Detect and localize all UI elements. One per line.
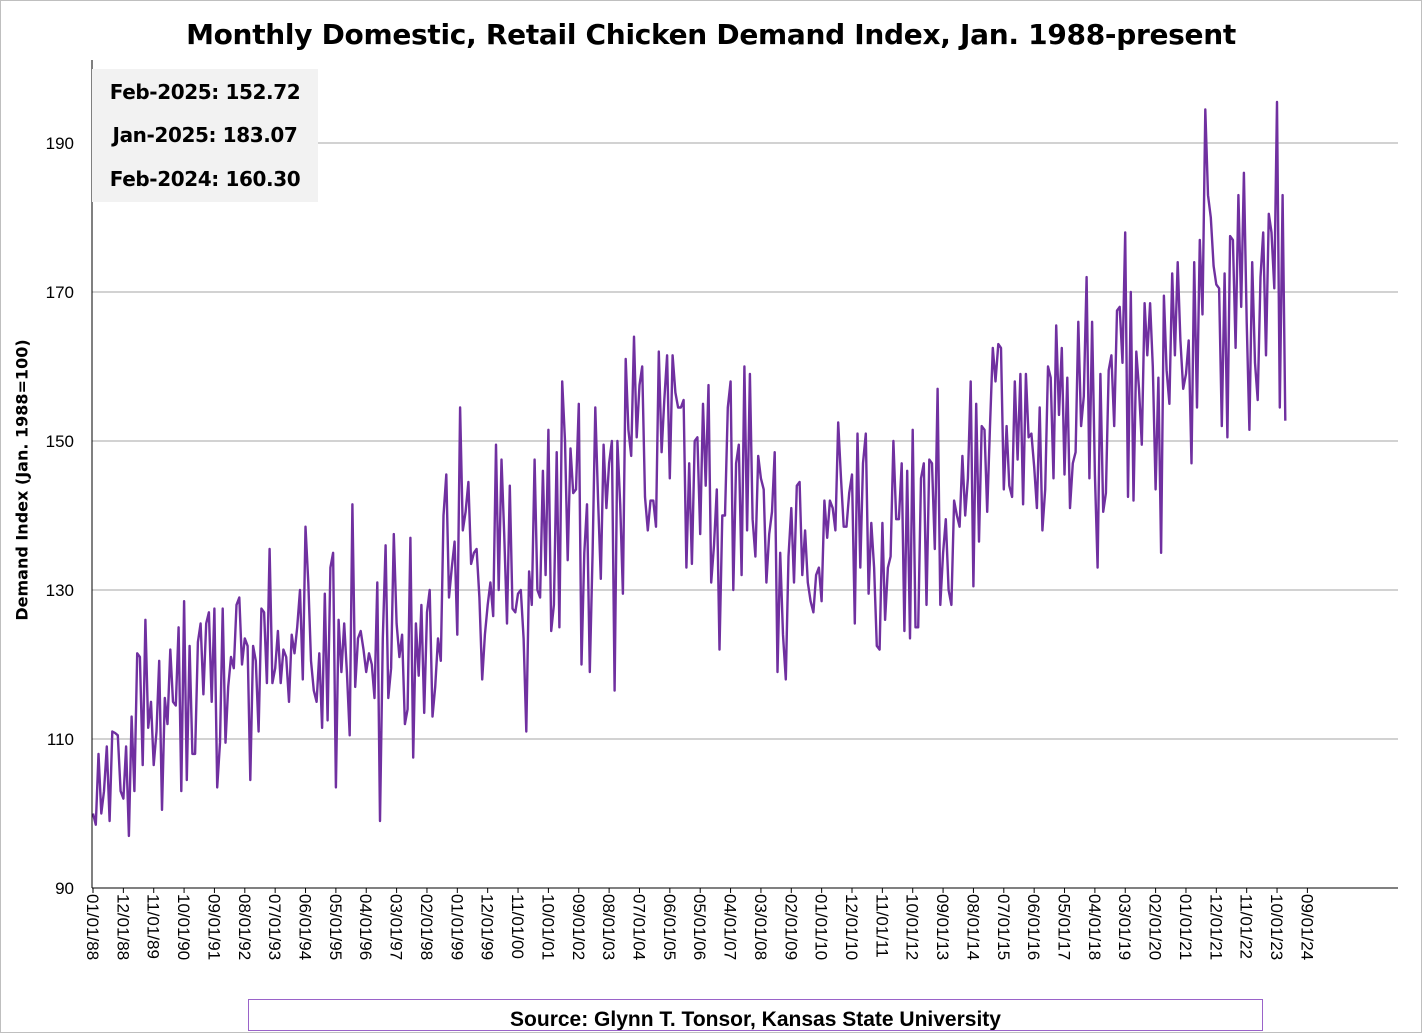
x-tick-label: 11/01/00 <box>508 894 527 959</box>
x-tick-label: 04/01/96 <box>356 894 375 960</box>
x-tick-label: 04/01/18 <box>1085 894 1104 960</box>
x-tick-label: 01/01/21 <box>1176 894 1195 960</box>
x-tick-label: 02/01/98 <box>417 894 436 960</box>
x-tick-label: 02/01/20 <box>1146 894 1165 960</box>
source-box: Source: Glynn T. Tonsor, Kansas State Un… <box>248 999 1263 1031</box>
y-tick-label: 90 <box>55 879 74 898</box>
x-tick-label: 10/01/12 <box>903 894 922 960</box>
x-tick-label: 03/01/97 <box>387 894 406 960</box>
x-tick-label: 01/01/88 <box>83 894 102 960</box>
x-tick-label: 05/01/17 <box>1055 894 1074 960</box>
y-tick-label: 190 <box>46 134 74 153</box>
x-tick-label: 10/01/90 <box>174 894 193 960</box>
chart-title: Monthly Domestic, Retail Chicken Demand … <box>186 18 1236 51</box>
x-tick-label: 07/01/15 <box>994 894 1013 960</box>
x-tick-label: 05/01/95 <box>326 894 345 960</box>
series-layer <box>91 100 1287 838</box>
x-tick-label: 08/01/03 <box>599 894 618 960</box>
x-tick-label: 07/01/04 <box>629 894 648 960</box>
x-tick-label: 09/01/91 <box>204 894 223 960</box>
x-tick-label: 06/01/16 <box>1024 894 1043 960</box>
x-tick-label: 10/01/01 <box>538 894 557 960</box>
stat-jan-2025: Jan-2025: 183.07 <box>112 123 298 147</box>
x-tick-label: 07/01/93 <box>265 894 284 960</box>
x-tick-label: 11/01/22 <box>1237 894 1256 959</box>
stat-feb-2024: Feb-2024: 160.30 <box>109 167 301 191</box>
x-tick-label: 12/01/21 <box>1206 894 1225 960</box>
x-tick-label: 12/01/10 <box>842 894 861 960</box>
x-tick-label: 09/01/13 <box>933 894 952 960</box>
x-tick-label: 09/01/24 <box>1297 894 1316 960</box>
x-tick-label: 05/01/06 <box>690 894 709 960</box>
y-tick-label: 130 <box>46 581 74 600</box>
y-tick-label: 150 <box>46 432 74 451</box>
series-line <box>91 100 1287 838</box>
y-tick-label: 170 <box>46 283 74 302</box>
x-tick-label: 08/01/92 <box>235 894 254 960</box>
x-tick-label: 09/01/02 <box>569 894 588 960</box>
x-tick-label: 10/01/23 <box>1267 894 1286 960</box>
x-tick-label: 06/01/05 <box>660 894 679 960</box>
x-tick-label: 03/01/19 <box>1115 894 1134 960</box>
x-tick-labels: 01/01/88 12/01/88 11/01/89 10/01/90 09/01/91… <box>83 894 1316 960</box>
x-tick-label: 12/01/99 <box>478 894 497 960</box>
source-text: Source: Glynn T. Tonsor, Kansas State Un… <box>510 1008 1001 1031</box>
y-tick-labels: 90 110 130 150 170 190 <box>46 134 74 898</box>
x-tick-label: 04/01/07 <box>721 894 740 960</box>
x-tick-label: 03/01/08 <box>751 894 770 960</box>
x-tick-label: 01/01/99 <box>447 894 466 960</box>
x-tick-label: 02/01/09 <box>781 894 800 960</box>
x-tick-label: 06/01/94 <box>296 894 315 960</box>
x-tick-label: 01/01/10 <box>812 894 831 960</box>
x-tick-label: 11/01/11 <box>872 894 891 958</box>
x-tick-label: 08/01/14 <box>963 894 982 960</box>
stat-feb-2025: Feb-2025: 152.72 <box>109 80 301 104</box>
y-tick-label: 110 <box>47 730 74 749</box>
x-tick-label: 11/01/89 <box>144 894 163 959</box>
y-axis-label: Demand Index (Jan. 1988=100) <box>12 339 32 621</box>
stats-box: Feb-2025: 152.72 Jan-2025: 183.07 Feb-20… <box>92 69 318 202</box>
x-tick-label: 12/01/88 <box>113 894 132 960</box>
